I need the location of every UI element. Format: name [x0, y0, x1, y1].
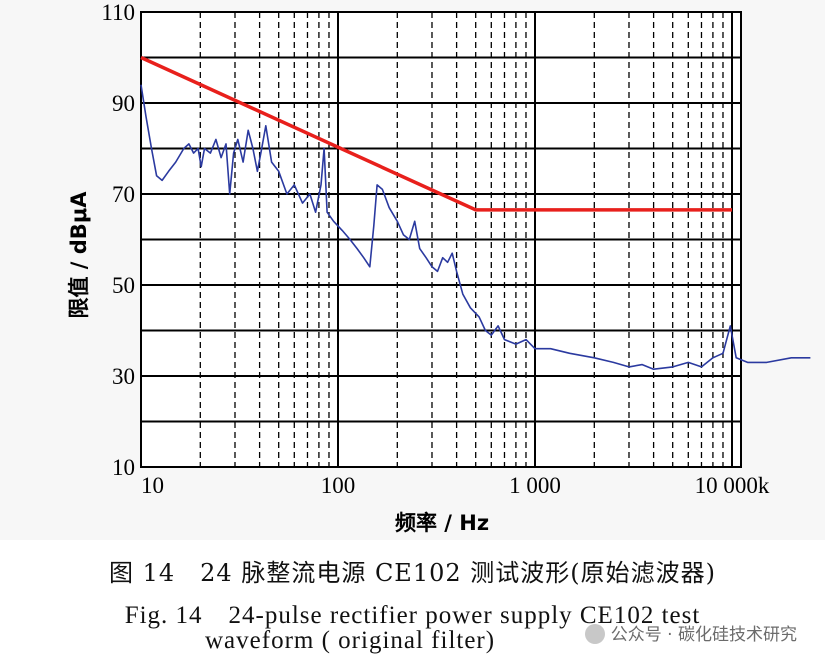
watermark-text: 公众号 · 碳化硅技术研究	[610, 625, 797, 645]
x-tick-label: 10	[141, 473, 164, 498]
x-tick-label: 100	[321, 473, 356, 498]
y-tick-label: 30	[112, 364, 135, 389]
y-tick-label: 70	[112, 182, 135, 207]
y-tick-label: 110	[101, 0, 135, 25]
y-tick-label: 90	[112, 91, 135, 116]
x-axis-label: 频率 / Hz	[395, 511, 489, 535]
watermark: 公众号 · 碳化硅技术研究	[584, 620, 797, 645]
y-axis-label: 限值 / dBμA	[67, 191, 91, 319]
grid	[141, 12, 741, 467]
series-limit-line	[140, 55, 732, 212]
x-tick-label: 1 000	[509, 473, 561, 498]
series-measured-line	[140, 84, 811, 371]
figure-caption-english-line1: Fig. 14 24-pulse rectifier power supply …	[124, 602, 701, 629]
figure-caption-chinese: 图 14 24 脉整流电源 CE102 测试波形(原始滤波器)	[108, 559, 716, 587]
x-tick-labels: 10 100 1 000 10 000k	[141, 473, 770, 498]
ce102-chart: 10 30 50 70 90 110 10 100 1 000 10 000k 限值 / dBμ…	[67, 0, 811, 535]
y-tick-label: 10	[112, 455, 135, 480]
wechat-logo-icon	[584, 624, 605, 644]
figure-caption-english-line2: waveform ( original filter)	[205, 627, 496, 654]
y-tick-label: 50	[112, 273, 135, 298]
x-tick-label: 10 000k	[695, 473, 770, 498]
y-tick-labels: 10 30 50 70 90 110	[101, 0, 135, 480]
plot-frame	[140, 11, 742, 468]
